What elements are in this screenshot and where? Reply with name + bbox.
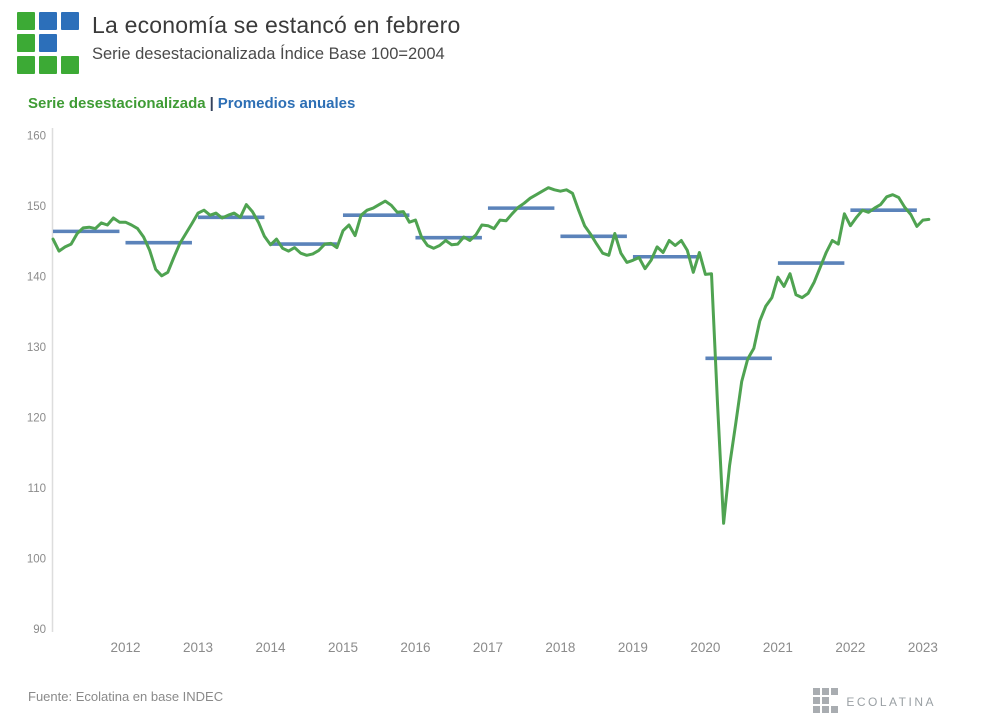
x-tick-label: 2019	[618, 640, 648, 655]
logo-square	[39, 12, 57, 30]
logo-square	[822, 697, 830, 704]
x-tick-label: 2014	[255, 640, 286, 655]
y-tick-label: 130	[27, 342, 46, 354]
series-line-desestacionalizada	[51, 186, 931, 525]
logo-square	[822, 706, 830, 713]
y-tick-label: 160	[27, 131, 46, 143]
legend-item-promedios-anuales: Promedios anuales	[217, 95, 356, 112]
x-tick-label: 2018	[545, 640, 575, 655]
y-tick-label: 100	[27, 554, 46, 566]
logo-square	[831, 688, 839, 695]
logo-square	[813, 688, 821, 695]
logo-square	[813, 706, 821, 713]
y-tick-label: 120	[27, 413, 46, 425]
logo-square	[831, 706, 839, 713]
footer-brand-wordmark: EcoLatina	[846, 691, 936, 710]
x-tick-label: 2023	[908, 640, 938, 655]
y-tick-label: 110	[28, 483, 46, 495]
legend-item-serie-desestacionalizada: Serie desestacionalizada	[28, 95, 206, 112]
chart-legend: Serie desestacionalizada | Promedios anual…	[28, 95, 355, 112]
logo-square	[813, 697, 821, 704]
footer-brand: EcoLatina	[813, 688, 936, 714]
logo-square	[17, 56, 35, 74]
logo-square	[831, 697, 838, 704]
logo-square	[61, 56, 79, 74]
x-tick-label: 2020	[690, 640, 720, 655]
logo-square	[39, 34, 57, 52]
ecolatina-footer-logo-icon	[813, 688, 839, 714]
logo-square	[822, 688, 830, 695]
source-note: Fuente: Ecolatina en base INDEC	[28, 689, 224, 704]
y-tick-label: 150	[27, 201, 46, 213]
y-tick-label: 140	[27, 272, 46, 284]
x-tick-label: 2016	[400, 640, 430, 655]
x-tick-label: 2022	[835, 640, 865, 655]
page-title: La economía se estancó en febrero	[92, 12, 461, 38]
x-tick-label: 2021	[763, 640, 793, 655]
y-tick-label: 90	[33, 624, 46, 636]
x-tick-label: 2012	[110, 640, 140, 655]
x-tick-label: 2013	[183, 640, 213, 655]
page-subtitle: Serie desestacionalizada Índice Base 100…	[92, 45, 445, 63]
legend-separator: |	[209, 95, 214, 112]
logo-square	[61, 12, 79, 30]
ecolatina-logo-icon	[17, 12, 81, 76]
x-tick-label: 2015	[328, 640, 358, 655]
x-tick-label: 2017	[473, 640, 503, 655]
logo-square	[17, 12, 35, 30]
logo-square	[39, 56, 57, 74]
logo-square	[17, 34, 35, 52]
